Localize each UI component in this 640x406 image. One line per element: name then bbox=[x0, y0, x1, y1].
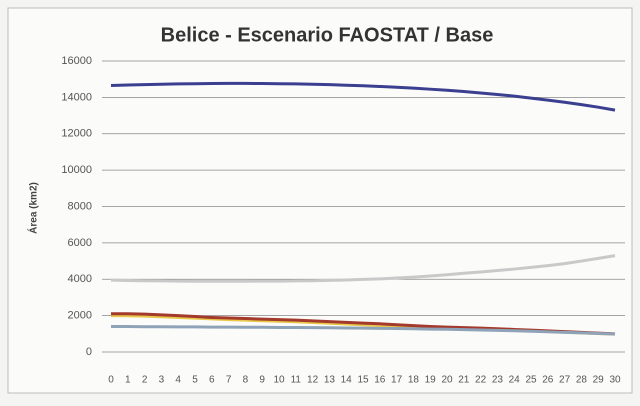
x-tick-label: 30 bbox=[609, 375, 621, 386]
x-tick-label: 13 bbox=[324, 375, 336, 386]
y-tick-label: 8000 bbox=[68, 200, 92, 212]
x-tick-label: 2 bbox=[142, 375, 148, 386]
x-tick-label: 0 bbox=[108, 375, 114, 386]
series-line bbox=[110, 81, 616, 112]
chart-frame bbox=[7, 7, 633, 394]
x-tick-label: 3 bbox=[159, 375, 165, 386]
x-tick-label: 19 bbox=[425, 375, 437, 386]
x-tick-label: 26 bbox=[542, 375, 554, 386]
x-tick-label: 23 bbox=[492, 375, 504, 386]
y-tick-label: 0 bbox=[86, 346, 92, 358]
x-tick-label: 11 bbox=[291, 375, 302, 386]
x-tick-label: 18 bbox=[408, 375, 420, 386]
x-tick-label: 9 bbox=[259, 375, 265, 386]
chart-title: Belice - Escenario FAOSTAT / Base bbox=[161, 24, 494, 46]
x-tick-label: 21 bbox=[458, 375, 470, 386]
x-tick-label: 17 bbox=[391, 375, 403, 386]
y-tick-label: 12000 bbox=[61, 128, 92, 140]
y-tick-label: 2000 bbox=[68, 310, 92, 322]
series-line bbox=[110, 254, 616, 283]
x-tick-label: 20 bbox=[441, 375, 453, 386]
x-tick-label: 29 bbox=[593, 375, 605, 386]
x-tick-label: 7 bbox=[226, 375, 232, 386]
y-tick-label: 14000 bbox=[61, 91, 92, 103]
y-axis-label: Área (km2) bbox=[27, 182, 40, 234]
x-tick-label: 14 bbox=[341, 375, 353, 386]
series-line bbox=[111, 325, 616, 336]
x-tick-label: 16 bbox=[374, 375, 386, 386]
x-tick-label: 8 bbox=[243, 375, 249, 386]
x-tick-label: 1 bbox=[125, 375, 131, 386]
x-tick-label: 28 bbox=[576, 375, 588, 386]
x-tick-label: 10 bbox=[273, 375, 285, 386]
x-tick-label: 6 bbox=[209, 375, 215, 386]
x-tick-label: 27 bbox=[559, 375, 571, 386]
x-tick-label: 5 bbox=[192, 375, 198, 386]
x-tick-label: 25 bbox=[525, 375, 537, 386]
x-tick-label: 15 bbox=[357, 375, 369, 386]
x-tick-label: 4 bbox=[175, 375, 181, 386]
x-tick-label: 24 bbox=[509, 375, 521, 386]
x-tick-label: 22 bbox=[475, 375, 487, 386]
y-tick-label: 10000 bbox=[61, 164, 92, 176]
y-tick-label: 6000 bbox=[68, 237, 92, 249]
x-tick-label: 12 bbox=[307, 375, 319, 386]
y-tick-label: 4000 bbox=[68, 273, 92, 285]
y-tick-label: 16000 bbox=[61, 55, 92, 67]
